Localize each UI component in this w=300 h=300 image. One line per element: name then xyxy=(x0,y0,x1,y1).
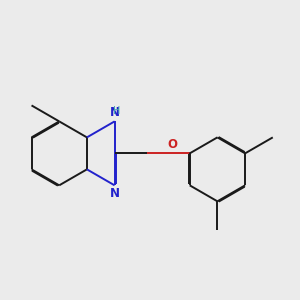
Text: H: H xyxy=(113,106,120,116)
Text: O: O xyxy=(167,138,177,151)
Text: N: N xyxy=(110,106,120,119)
Text: N: N xyxy=(110,188,120,200)
